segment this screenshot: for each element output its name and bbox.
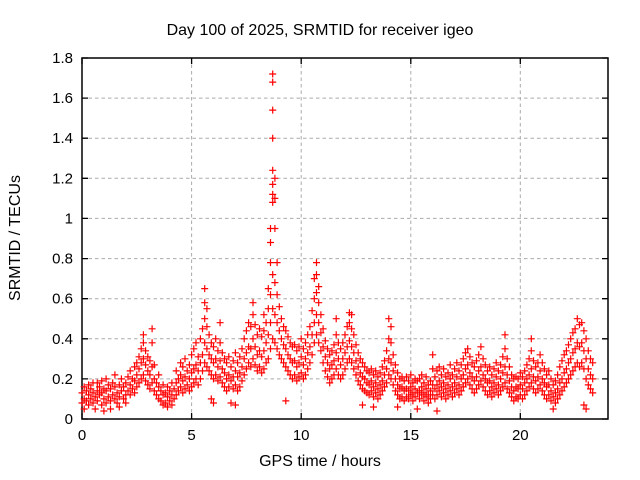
y-tick-label: 1.4 <box>52 130 73 147</box>
y-tick-label: 0 <box>65 411 73 428</box>
y-tick-label: 0.4 <box>52 331 73 348</box>
gridlines <box>82 58 608 419</box>
x-tick-label: 5 <box>187 427 195 444</box>
data-points <box>78 70 597 415</box>
y-tick-label: 1.8 <box>52 50 73 67</box>
x-tick-label: 0 <box>78 427 86 444</box>
x-tick-label: 10 <box>293 427 310 444</box>
chart-title: Day 100 of 2025, SRMTID for receiver ige… <box>166 22 474 39</box>
y-tick-label: 1 <box>65 210 73 227</box>
y-tick-label: 1.6 <box>52 90 73 107</box>
x-tick-label: 15 <box>402 427 419 444</box>
y-tick-label: 0.8 <box>52 251 73 268</box>
y-tick-label: 1.2 <box>52 170 73 187</box>
y-tick-label: 0.6 <box>52 291 73 308</box>
x-tick-label: 20 <box>512 427 529 444</box>
x-axis-label: GPS time / hours <box>259 453 381 470</box>
plot-border <box>81 57 609 420</box>
y-tick-label: 0.2 <box>52 371 73 388</box>
